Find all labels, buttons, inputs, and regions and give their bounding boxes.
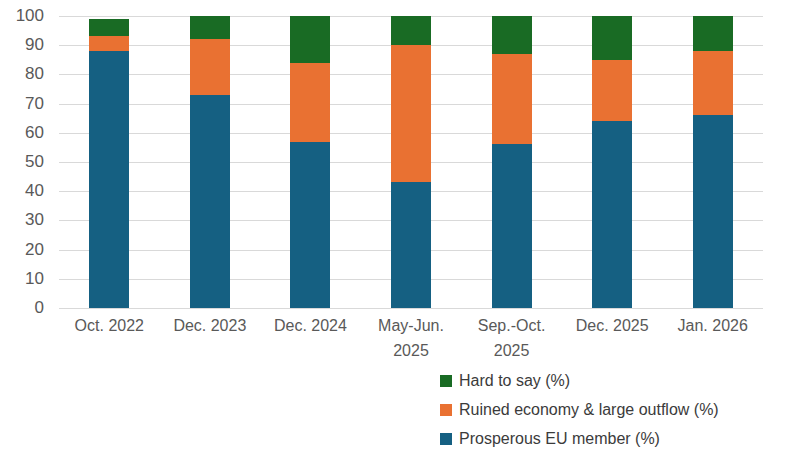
bar-segment: [693, 115, 733, 308]
bar-segment: [290, 16, 330, 63]
y-tick-label: 50: [0, 151, 44, 173]
bar-segment: [290, 142, 330, 308]
bar-segment: [693, 16, 733, 51]
bar-segment: [693, 51, 733, 115]
gridline: [59, 308, 763, 309]
legend-label: Ruined economy & large outflow (%): [459, 401, 719, 419]
legend-swatch: [440, 375, 452, 387]
x-tick-label: Jan. 2026: [668, 313, 758, 338]
bar-segment: [592, 60, 632, 121]
y-tick-label: 80: [0, 63, 44, 85]
y-tick-label: 70: [0, 93, 44, 115]
legend-swatch: [440, 433, 452, 445]
bar-segment: [492, 16, 532, 54]
x-tick-label: May-Jun. 2025: [366, 313, 456, 363]
chart-legend: Hard to say (%) Ruined economy & large ou…: [440, 371, 719, 455]
x-tick-label: Sep.-Oct. 2025: [467, 313, 557, 363]
x-tick-label: Dec. 2023: [165, 313, 255, 338]
x-tick-label: Oct. 2022: [64, 313, 154, 338]
y-tick-label: 30: [0, 209, 44, 231]
legend-label: Hard to say (%): [459, 372, 570, 390]
x-tick-label: Dec. 2025: [567, 313, 657, 338]
stacked-bar-chart: 0 10 20 30 40 50 60 70 80 90 100 Oct. 2022 Dec. 202…: [0, 0, 786, 455]
bar-segment: [190, 16, 230, 39]
legend-item: Ruined economy & large outflow (%): [440, 400, 719, 420]
bar-segment: [89, 36, 129, 51]
y-tick-label: 90: [0, 34, 44, 56]
y-tick-label: 60: [0, 122, 44, 144]
y-tick-label: 100: [0, 5, 44, 27]
legend-label: Prosperous EU member (%): [459, 430, 660, 448]
y-tick-label: 40: [0, 180, 44, 202]
bar-segment: [89, 19, 129, 37]
y-tick-label: 10: [0, 268, 44, 290]
bar-segment: [592, 16, 632, 60]
bar-segment: [290, 63, 330, 142]
bar-segment: [492, 54, 532, 145]
x-tick-label: Dec. 2024: [265, 313, 355, 338]
legend-swatch: [440, 404, 452, 416]
y-tick-label: 20: [0, 239, 44, 261]
bar-segment: [391, 16, 431, 45]
bar-segment: [391, 45, 431, 182]
y-tick-label: 0: [0, 297, 44, 319]
bar-segment: [190, 39, 230, 94]
legend-item: Prosperous EU member (%): [440, 429, 719, 449]
bar-segment: [492, 144, 532, 308]
bar-segment: [89, 51, 129, 308]
bar-segment: [391, 182, 431, 308]
legend-item: Hard to say (%): [440, 371, 719, 391]
bar-segment: [592, 121, 632, 308]
bar-segment: [190, 95, 230, 308]
